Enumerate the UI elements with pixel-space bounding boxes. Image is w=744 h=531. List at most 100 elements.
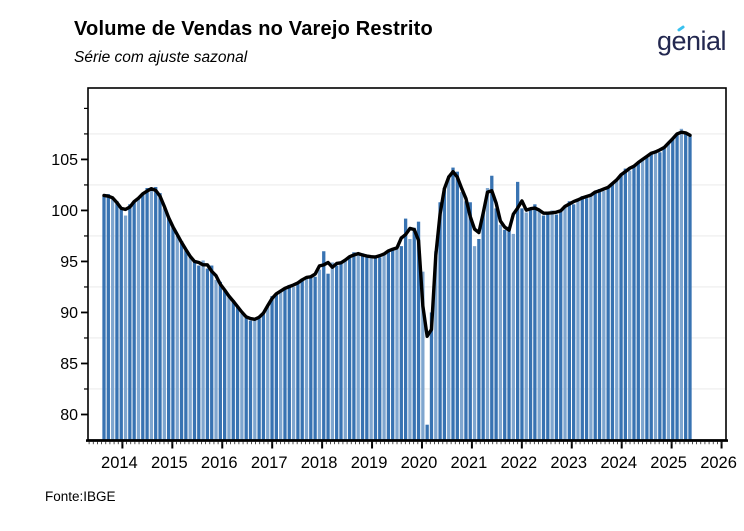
bar-month [662, 147, 666, 440]
bar-month [223, 291, 227, 440]
bar-month [636, 162, 640, 441]
bar-month [675, 133, 679, 440]
bar-month [382, 254, 386, 440]
trend-line [102, 130, 692, 338]
bar-month [403, 218, 408, 440]
x-tick-label: 2014 [101, 454, 138, 472]
bar-month [412, 227, 416, 440]
bar-month [563, 206, 567, 440]
bar-month [283, 287, 287, 440]
bar-month [447, 175, 451, 441]
bar-month [287, 284, 291, 440]
bar-month [477, 239, 481, 440]
bar-month [274, 293, 278, 440]
bar-month [438, 202, 442, 440]
bar-month [270, 296, 274, 440]
bar-month [653, 150, 658, 441]
bar-month [115, 201, 119, 440]
bar-month [360, 253, 365, 440]
bar-month [421, 271, 425, 440]
bar-month [597, 189, 602, 440]
bar-month [425, 424, 429, 440]
bar-month [593, 192, 597, 440]
bar-month [584, 198, 589, 440]
bar-month [572, 204, 576, 440]
bar-month [485, 187, 490, 440]
bar-month [257, 318, 261, 440]
bar-month [343, 260, 347, 440]
bar-month [227, 297, 231, 440]
bar-month [533, 204, 537, 440]
bar-month [248, 320, 253, 440]
bar-month [481, 212, 485, 440]
bar-month [244, 316, 248, 440]
bar-month [175, 235, 179, 440]
bar-month [300, 278, 304, 440]
bar-month [567, 201, 571, 440]
x-tick-label: 2017 [251, 454, 288, 472]
bar-month [528, 209, 533, 440]
logo-text: genial [656, 26, 727, 56]
bar-month [468, 202, 472, 440]
bar-month [576, 199, 580, 440]
bar-month [679, 128, 684, 440]
bar-month [201, 260, 205, 440]
bar-month [149, 191, 154, 440]
x-tick-label: 2025 [650, 454, 687, 472]
bar-month [546, 213, 550, 440]
x-tick-label: 2018 [301, 454, 338, 472]
bar-month [602, 191, 606, 440]
bar-month [317, 269, 322, 440]
chart-subtitle: Série com ajuste sazonal [74, 49, 248, 66]
bar-month [210, 265, 214, 440]
bar-month [171, 226, 175, 440]
bar-month [279, 292, 283, 440]
bar-month [192, 261, 197, 440]
bar-month [494, 208, 498, 440]
bar-month [304, 277, 309, 440]
bar-month [235, 306, 240, 440]
bar-month [369, 258, 373, 440]
bar-month [231, 300, 235, 440]
bar-month [434, 251, 438, 440]
bar-month [132, 201, 136, 440]
bar-month [162, 208, 166, 440]
bar-month [503, 229, 507, 440]
bar-month [347, 257, 352, 440]
bar-month [520, 208, 524, 440]
bar-month [632, 165, 636, 441]
bar-month [188, 257, 192, 440]
bar-month [123, 215, 128, 440]
y-tick-label: 95 [60, 254, 78, 271]
bar-month [429, 312, 434, 440]
bar-month [615, 179, 619, 440]
bar-month [464, 201, 468, 440]
bar-month [184, 250, 188, 440]
bar-month [218, 281, 222, 440]
bar-month [628, 170, 632, 440]
bar-month [408, 239, 412, 440]
bar-month [154, 186, 158, 440]
x-tick-label: 2020 [401, 454, 438, 472]
bar-month [550, 210, 554, 440]
bar-month [158, 193, 162, 440]
y-tick-label: 90 [60, 305, 78, 322]
bar-month [253, 318, 257, 440]
x-tick-label: 2021 [451, 454, 488, 472]
bar-month [684, 133, 688, 440]
chart-title: Volume de Vendas no Varejo Restrito [74, 18, 433, 40]
bar-month [313, 276, 317, 440]
y-tick-label: 100 [51, 203, 78, 220]
bar-month [197, 265, 201, 440]
bar-month [640, 159, 645, 441]
bar-month [365, 256, 369, 440]
bar-month [498, 224, 503, 440]
bar-month [352, 252, 356, 440]
genial-logo: genial [656, 24, 727, 57]
bar-month [106, 194, 110, 440]
bar-month [102, 196, 106, 440]
bar-month [205, 268, 210, 440]
bar-month [356, 255, 360, 440]
